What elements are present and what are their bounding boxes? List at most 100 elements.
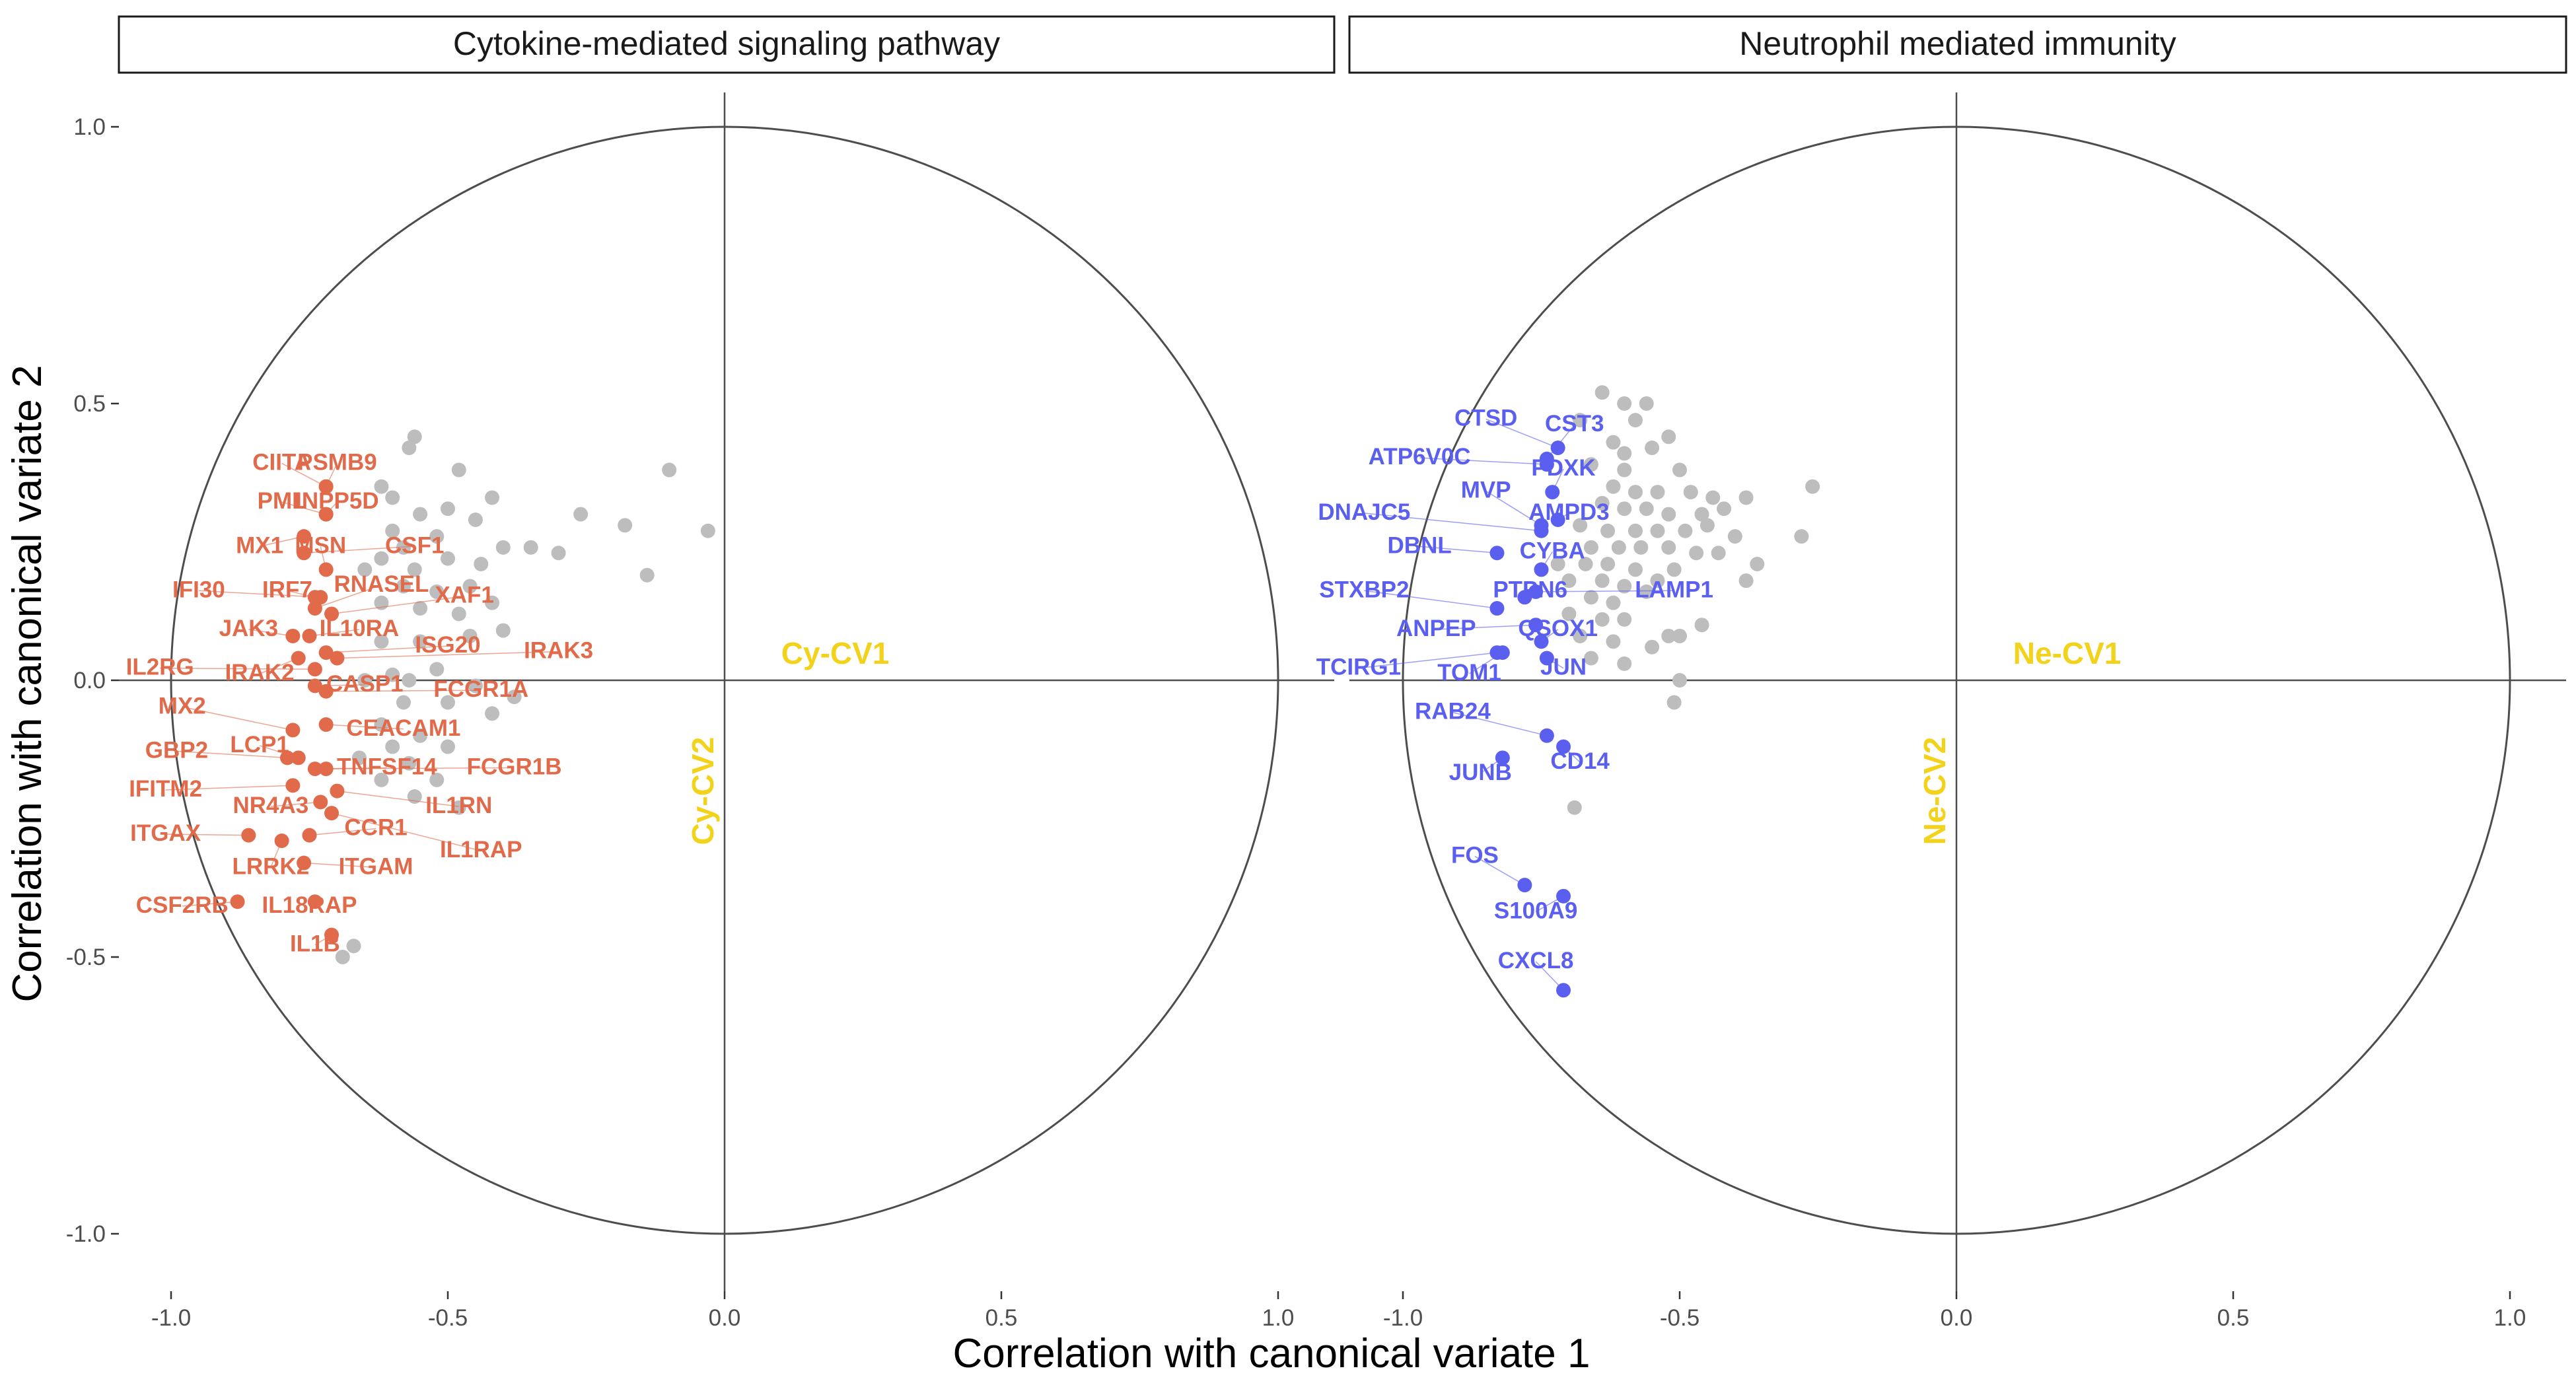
grey-point <box>451 462 466 478</box>
grey-point <box>1573 413 1588 428</box>
grey-point <box>462 579 478 594</box>
y-axis-title: Correlation with canonical variate 2 <box>5 365 50 1003</box>
gene-label: RNASEL <box>334 571 429 597</box>
grey-point <box>1666 562 1682 577</box>
label-leader-line <box>1364 513 1542 532</box>
label-leader-line <box>309 828 376 836</box>
grey-point <box>385 739 400 754</box>
highlight-point <box>324 606 340 622</box>
gene-label: PML <box>258 488 306 514</box>
x-tick-label: 0.5 <box>985 1305 1018 1331</box>
highlight-point <box>291 750 306 765</box>
grey-point <box>1650 523 1665 538</box>
highlight-point <box>297 546 312 561</box>
highlight-point <box>318 645 334 660</box>
label-leader-line <box>1474 855 1525 886</box>
grey-point <box>1645 441 1660 456</box>
grey-point <box>495 540 511 555</box>
gene-label: CST3 <box>1545 411 1604 437</box>
grey-point <box>507 690 522 705</box>
grey-point <box>357 562 373 577</box>
label-leader-line <box>165 785 293 791</box>
gene-label: LRRK2 <box>232 853 309 879</box>
grey-point <box>346 939 361 954</box>
highlight-point <box>297 855 312 871</box>
x-tick-label: 1.0 <box>2494 1305 2526 1331</box>
highlight-point <box>318 717 334 732</box>
gene-label: CTSD <box>1454 406 1517 431</box>
x-axis-title: Correlation with canonical variate 1 <box>953 1331 1591 1376</box>
grey-point <box>1600 523 1616 538</box>
grey-point <box>413 507 428 522</box>
label-leader-line <box>182 706 293 731</box>
grey-point <box>1750 557 1765 572</box>
highlight-point <box>307 894 322 909</box>
gene-label: MSN <box>295 532 346 558</box>
x-tick-label: 0.0 <box>1941 1305 1973 1331</box>
grey-point <box>385 667 400 682</box>
gene-label: JUN <box>1540 655 1587 680</box>
grey-point <box>1583 457 1598 472</box>
gene-label: CEACAM1 <box>346 715 460 741</box>
facet-strip <box>1348 15 2567 74</box>
grey-point <box>1717 501 1732 516</box>
gene-label: CSF2RB <box>136 892 229 918</box>
grey-point <box>1594 495 1610 511</box>
facet-panel-2: Neutrophil mediated immunity -1.0 -0.5 0.0 0… <box>1316 15 2567 1331</box>
gene-label: AMPD3 <box>1528 499 1610 525</box>
grey-point <box>402 673 417 688</box>
grey-point <box>374 772 389 787</box>
gene-label: ITGAM <box>339 853 413 879</box>
grey-point <box>1705 490 1721 505</box>
highlight-point <box>1495 645 1510 660</box>
grey-point <box>468 512 483 527</box>
grey-point <box>441 551 455 566</box>
highlight-point <box>307 601 322 616</box>
grey-point <box>385 523 400 538</box>
x-tick-label: 1.0 <box>1262 1305 1295 1331</box>
highlight-point <box>1517 878 1532 893</box>
gene-label: CXCL8 <box>1498 948 1574 974</box>
x-tick-label: -0.5 <box>428 1305 468 1331</box>
grey-point <box>335 950 350 964</box>
highlight-point <box>313 795 328 810</box>
gene-label: CD14 <box>1550 748 1610 774</box>
grey-point <box>639 567 655 583</box>
highlight-point <box>297 529 312 544</box>
grey-point <box>1672 462 1687 478</box>
highlight-point <box>324 806 340 821</box>
grey-point <box>1628 413 1643 428</box>
highlight-point <box>318 762 334 777</box>
grey-point <box>474 557 489 572</box>
grey-point <box>462 628 478 643</box>
grey-point <box>451 800 466 815</box>
highlight-point <box>285 628 301 643</box>
grey-point <box>468 678 483 694</box>
gene-label: JAK3 <box>219 616 278 641</box>
label-leader-line <box>1419 457 1547 465</box>
grey-point <box>1573 518 1588 533</box>
grey-point <box>429 584 445 599</box>
gene-label: IL1B <box>290 931 340 957</box>
gene-label: FOS <box>1451 843 1499 869</box>
highlight-point <box>1556 739 1571 754</box>
label-leader-line <box>314 585 382 609</box>
grey-point <box>402 756 417 771</box>
label-leader-line <box>1485 418 1558 448</box>
gene-label: IRF7 <box>262 577 312 602</box>
grey-point <box>1672 673 1687 688</box>
label-leader-line <box>1419 546 1497 554</box>
grey-point <box>700 523 715 538</box>
gene-label: DNAJC5 <box>1318 499 1410 525</box>
facet-strip <box>118 15 1336 74</box>
label-leader-line <box>1485 490 1542 526</box>
grey-point <box>1617 396 1632 411</box>
grey-point <box>1561 606 1577 622</box>
grey-point <box>374 479 389 494</box>
highlight-point <box>307 662 322 677</box>
gene-label: INPP5D <box>295 488 378 514</box>
grey-point <box>1650 573 1665 588</box>
highlight-point <box>1556 983 1571 998</box>
highlight-point <box>285 778 301 793</box>
